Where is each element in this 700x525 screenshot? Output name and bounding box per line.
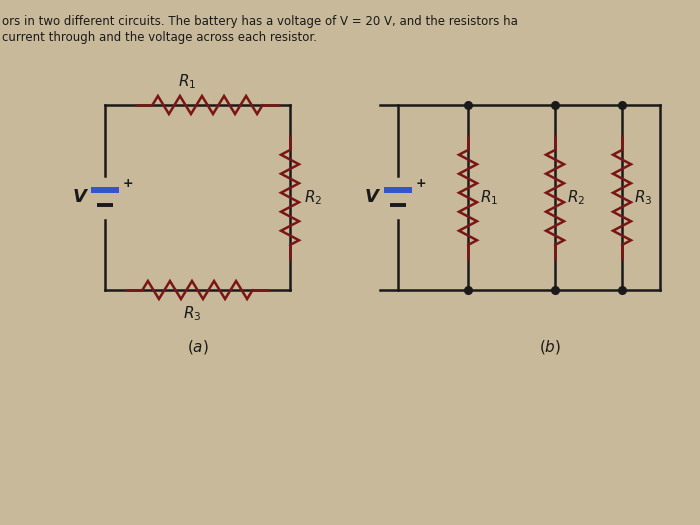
Text: $R_3$: $R_3$ [634, 188, 652, 207]
Text: $(a)$: $(a)$ [187, 338, 209, 356]
Text: V: V [73, 188, 87, 206]
Text: V: V [364, 188, 378, 206]
Text: $R_3$: $R_3$ [183, 304, 202, 323]
Text: +: + [123, 177, 134, 190]
Text: $R_2$: $R_2$ [567, 188, 585, 207]
Text: $R_2$: $R_2$ [304, 188, 322, 207]
Text: $R_1$: $R_1$ [178, 72, 197, 91]
Text: +: + [416, 177, 426, 190]
Text: ors in two different circuits. The battery has a voltage of V = 20 V, and the re: ors in two different circuits. The batte… [2, 15, 518, 28]
Text: $(b)$: $(b)$ [539, 338, 561, 356]
Text: $R_1$: $R_1$ [480, 188, 498, 207]
Text: current through and the voltage across each resistor.: current through and the voltage across e… [2, 31, 317, 44]
